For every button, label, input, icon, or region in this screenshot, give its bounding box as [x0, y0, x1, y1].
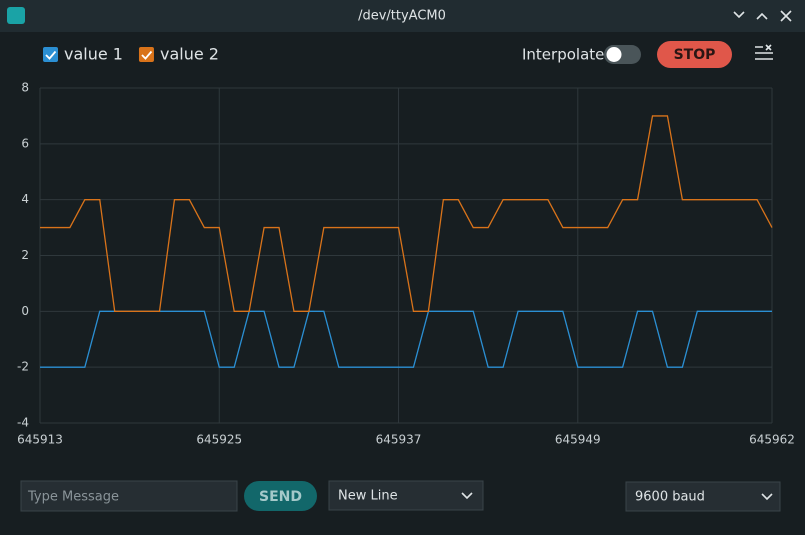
x-tick-label: 645937 [376, 433, 422, 447]
series-line [40, 310, 772, 368]
interpolate-label: Interpolate [522, 46, 604, 64]
send-label: SEND [259, 489, 302, 505]
baud-label: 9600 baud [635, 490, 705, 505]
x-tick-label: 645962 [749, 433, 795, 447]
y-tick-label: 0 [21, 304, 29, 318]
x-tick-label: 645913 [17, 433, 63, 447]
toggle-knob [606, 47, 622, 62]
x-tick-label: 645925 [196, 433, 242, 447]
x-tick-label: 645949 [555, 433, 601, 447]
checkmark [45, 50, 57, 60]
clear-icon[interactable] [755, 44, 773, 60]
line-ending-label: New Line [338, 489, 398, 504]
app-icon [7, 7, 25, 24]
y-tick-label: -2 [17, 360, 29, 374]
stop-label: STOP [674, 47, 716, 63]
dropdown-arrow [761, 493, 773, 501]
checkmark [141, 50, 153, 60]
series-line [40, 115, 773, 312]
y-tick-label: 2 [21, 248, 29, 262]
stop-button[interactable] [657, 41, 732, 68]
message-input[interactable] [20, 480, 238, 512]
legend-checkbox[interactable] [138, 47, 154, 62]
line-ending-select[interactable] [328, 480, 484, 511]
legend-label: value 2 [160, 45, 219, 64]
baud-select[interactable] [625, 481, 781, 512]
window-title: /dev/ttyACM0 [358, 9, 446, 24]
dropdown-arrow [461, 492, 473, 500]
legend-checkbox[interactable] [43, 47, 58, 62]
y-tick-label: 8 [21, 81, 29, 95]
y-tick-label: 4 [21, 192, 29, 206]
y-tick-label: -4 [17, 416, 29, 430]
title-bar [0, 0, 805, 32]
y-tick-label: 6 [21, 136, 29, 150]
legend-label: value 1 [64, 45, 123, 64]
send-button[interactable] [244, 481, 317, 511]
window-controls[interactable] [733, 10, 792, 22]
message-placeholder: Type Message [27, 490, 119, 505]
